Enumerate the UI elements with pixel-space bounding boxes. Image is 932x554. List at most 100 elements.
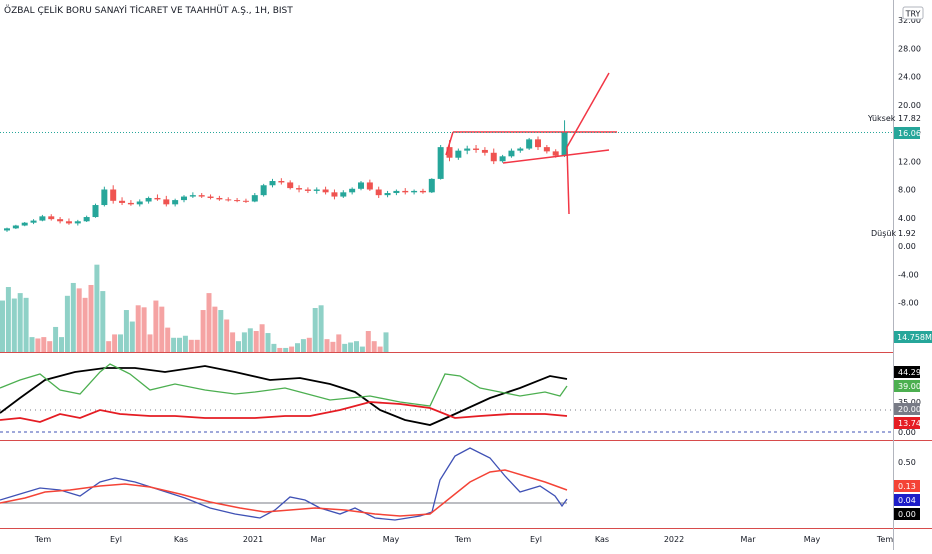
candle xyxy=(260,183,267,197)
volume-bar xyxy=(165,327,171,352)
macd-badge xyxy=(894,494,920,506)
volume-bar xyxy=(41,337,47,352)
candle xyxy=(384,190,391,198)
candle xyxy=(526,137,533,150)
volume-bar xyxy=(318,305,324,352)
volume-bar xyxy=(112,334,118,352)
time-axis: Tem Eyl Kas 2021 Mar May Tem Eyl Kas 2022 Mar May Te… xyxy=(34,535,893,544)
y-tick-label: 20.00 xyxy=(898,101,921,110)
y-tick-label: 32.00 xyxy=(898,16,921,25)
candle xyxy=(110,185,117,204)
candle xyxy=(287,180,294,190)
current-price-badge xyxy=(894,127,920,139)
volume-bar xyxy=(354,341,359,352)
candle xyxy=(481,147,488,156)
candle xyxy=(419,188,426,194)
candle xyxy=(473,145,480,153)
x-tick-label: Kas xyxy=(595,535,609,544)
volume-bar xyxy=(82,297,88,352)
pattern-line[interactable] xyxy=(566,72,610,148)
candle xyxy=(304,187,311,194)
volume-bar xyxy=(383,332,389,352)
candle xyxy=(455,148,462,160)
volume-bar xyxy=(295,343,300,352)
volume-badge xyxy=(894,331,932,343)
candle xyxy=(411,189,418,195)
volume-bar xyxy=(300,339,306,352)
y-tick-label: 4.00 xyxy=(898,214,916,223)
x-tick-label: 2021 xyxy=(243,535,263,544)
volume-bar xyxy=(277,347,283,352)
volume-bar xyxy=(218,310,224,352)
candle xyxy=(535,136,541,150)
volume-bar xyxy=(129,321,135,352)
candle xyxy=(163,195,170,207)
x-tick-label: May xyxy=(383,535,400,544)
candle xyxy=(561,120,568,158)
volume-bar xyxy=(11,298,17,352)
di-plus-value: 39.00 xyxy=(898,382,921,391)
y-tick-label: 28.00 xyxy=(898,44,921,53)
volume-bar xyxy=(188,339,194,352)
x-tick-label: Eyl xyxy=(110,535,122,544)
candle xyxy=(375,186,382,198)
candle xyxy=(101,186,108,207)
x-tick-label: Mar xyxy=(310,535,326,544)
threshold-badge xyxy=(894,403,920,415)
signal-badge xyxy=(894,480,920,492)
volume-bar xyxy=(312,308,318,352)
candle xyxy=(490,148,497,165)
volume-bar xyxy=(76,288,82,352)
volume-bar xyxy=(147,334,153,352)
currency-badge[interactable] xyxy=(902,6,924,20)
volume-bar xyxy=(348,342,354,352)
candle xyxy=(437,145,444,180)
volume-bar xyxy=(259,324,265,352)
candle xyxy=(251,193,258,203)
volume-bar xyxy=(17,293,23,352)
volume-bar xyxy=(64,295,70,352)
candle xyxy=(278,178,285,185)
candle xyxy=(12,224,19,230)
volume-bar xyxy=(59,337,64,352)
volume-bar xyxy=(283,347,289,352)
price-axis: 32.0028.0024.0020.0016.0012.008.004.000.… xyxy=(898,16,921,467)
pattern-line[interactable] xyxy=(502,149,610,164)
candle xyxy=(30,219,37,225)
candle xyxy=(4,227,10,232)
low-value: 1.92 xyxy=(898,229,916,238)
x-tick-label: Tem xyxy=(454,535,471,544)
candle xyxy=(127,200,134,206)
volume-bar xyxy=(253,331,259,352)
volume-bar xyxy=(88,284,94,352)
candle xyxy=(331,189,338,200)
di-plus-line xyxy=(0,363,568,407)
volume-bar xyxy=(106,341,112,352)
volume-bar xyxy=(177,337,182,352)
x-tick-label: May xyxy=(804,535,821,544)
candle xyxy=(207,194,214,200)
volume-bar xyxy=(153,300,159,352)
volume-bar xyxy=(100,291,106,352)
volume-bar xyxy=(94,264,100,352)
current-price-value: 16.06 xyxy=(898,129,921,138)
volume-bar xyxy=(289,346,295,352)
volume-bar xyxy=(171,337,177,352)
volume-bar xyxy=(5,287,11,352)
volume-bar xyxy=(29,337,35,352)
pattern-line[interactable] xyxy=(445,131,454,156)
x-tick-label: Eyl xyxy=(530,535,542,544)
histogram-badge xyxy=(894,508,920,520)
volume-bar xyxy=(194,339,200,352)
candle xyxy=(234,197,241,203)
candle xyxy=(402,188,409,195)
volume-bar xyxy=(336,334,342,352)
signal-value: 0.13 xyxy=(898,482,916,491)
volume-bar xyxy=(324,339,330,352)
candle xyxy=(393,189,400,196)
volume-bar xyxy=(200,310,206,352)
pattern-line[interactable] xyxy=(566,146,570,215)
candle xyxy=(65,218,72,225)
volume-bar xyxy=(371,341,377,352)
